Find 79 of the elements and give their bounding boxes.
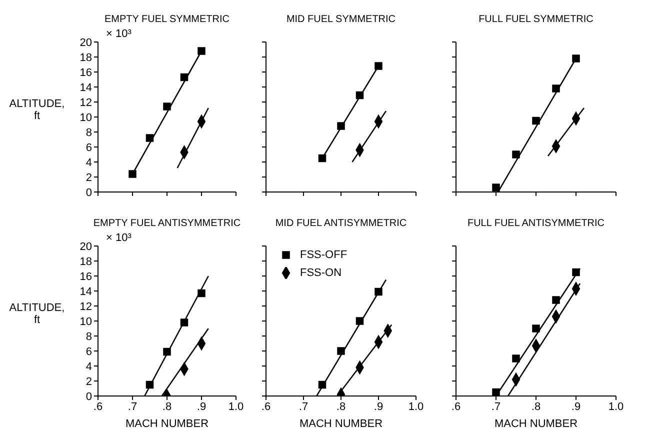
x-tick-label: .9	[571, 400, 581, 413]
text: × 10³	[106, 232, 132, 244]
y-tick-label: 8	[86, 330, 92, 343]
y-tick-label: 20	[80, 240, 92, 253]
point	[146, 380, 154, 389]
point	[532, 116, 540, 125]
point	[337, 347, 345, 355]
x-tick-label: .8	[162, 400, 172, 413]
y-tick-label: 10	[80, 112, 92, 124]
y-tick-label: 4	[86, 360, 92, 373]
point	[318, 380, 326, 389]
point	[572, 54, 580, 62]
point	[337, 122, 345, 130]
point	[356, 91, 364, 100]
chart-title: EMPTY FUEL ANTISYMMETRIC	[92, 218, 242, 229]
y-tick-label: 8	[86, 126, 92, 139]
point	[512, 150, 520, 158]
y-tick-label: 0	[86, 186, 92, 199]
point	[374, 62, 382, 70]
y-tick-label: 16	[80, 270, 92, 283]
y-tick-label: 6	[86, 142, 92, 154]
y-tick-label: 18	[80, 256, 92, 268]
y-tick-label: 10	[80, 316, 92, 328]
point	[356, 317, 364, 325]
y-axis-title: ALTITUDE, ft	[8, 302, 66, 326]
x-tick-label: .6	[261, 400, 271, 413]
x-tick-label: 1.0	[228, 400, 244, 413]
legend-label: FSS-OFF	[300, 248, 348, 263]
x-tick-label: .6	[93, 400, 103, 413]
text: × 10³	[106, 28, 132, 40]
x-tick-label: .7	[491, 400, 501, 413]
chart-title: MID FUEL SYMMETRIC	[285, 14, 397, 25]
y-tick-label: 4	[86, 156, 92, 169]
y-tick-label: 2	[86, 172, 92, 184]
y-tick-label: 18	[80, 52, 92, 64]
point	[180, 73, 188, 82]
point	[552, 84, 560, 92]
point	[492, 184, 500, 192]
point	[163, 102, 171, 110]
y-tick-label: 14	[80, 82, 92, 94]
x-tick-label: .9	[374, 400, 384, 413]
point	[572, 268, 580, 276]
point	[492, 388, 500, 396]
x-axis-title: MACH NUMBER	[493, 418, 579, 430]
x-tick-label: .8	[336, 400, 346, 413]
x-tick-label: .7	[298, 400, 308, 413]
y-tick-label: 12	[80, 300, 92, 313]
chart-title: FULL FUEL SYMMETRIC	[478, 14, 594, 25]
x-tick-label: 1.0	[408, 400, 424, 413]
x-tick-label: .9	[196, 400, 206, 413]
legend-label: FSS-ON	[300, 266, 342, 281]
x-tick-label: .6	[451, 400, 461, 413]
point	[318, 154, 326, 162]
x-axis-title: MACH NUMBER	[124, 418, 210, 430]
y-tick-label: 6	[86, 346, 92, 358]
point	[198, 47, 206, 55]
x-tick-label: .8	[531, 400, 541, 413]
x-axis-title: MACH NUMBER	[298, 418, 384, 430]
chart-title: FULL FUEL ANTISYMMETRIC	[466, 218, 606, 229]
point	[163, 348, 171, 356]
y-tick-label: 20	[80, 36, 92, 49]
point	[146, 134, 154, 142]
point	[128, 170, 136, 178]
x-tick-label: 1.0	[608, 400, 624, 413]
point	[552, 296, 560, 304]
point	[512, 354, 520, 362]
y-axis-title: ALTITUDE, ft	[8, 98, 66, 122]
y-tick-label: 0	[86, 390, 92, 403]
chart-title: EMPTY FUEL SYMMETRIC	[103, 14, 230, 25]
chart-title: MID FUEL ANTISYMMETRIC	[275, 218, 407, 229]
y-tick-label: 2	[86, 376, 92, 388]
point	[374, 288, 382, 296]
point	[180, 318, 188, 326]
y-tick-label: 16	[80, 66, 92, 79]
point	[532, 324, 540, 332]
x-tick-label: .7	[128, 400, 138, 413]
y-tick-label: 12	[80, 96, 92, 109]
point	[198, 289, 206, 298]
y-tick-label: 14	[80, 286, 92, 298]
